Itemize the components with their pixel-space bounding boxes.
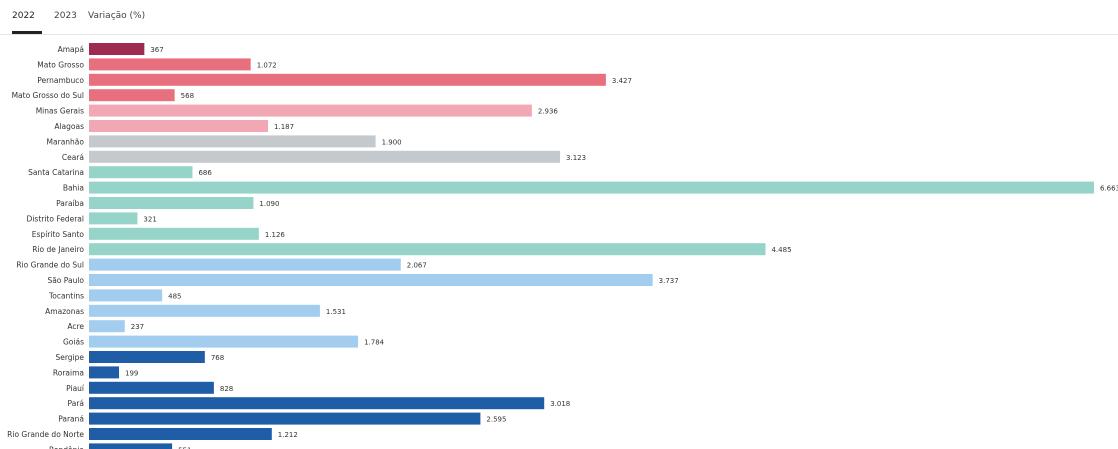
bar[interactable] [89, 258, 401, 271]
category-label: Minas Gerais [36, 107, 84, 116]
bar[interactable] [89, 197, 254, 209]
value-label: 3.737 [659, 277, 679, 285]
category-label: Rio de Janeiro [32, 245, 84, 254]
category-label: Rio Grande do Sul [16, 261, 84, 270]
category-label: Pernambuco [37, 76, 84, 85]
value-label: 1.126 [265, 231, 286, 239]
bar[interactable] [89, 428, 272, 440]
bars-group: Amapá 367 Mato Grosso 1.072 Pernambuco 3.427 M… [7, 43, 1118, 449]
bar[interactable] [89, 104, 532, 117]
category-label: Bahia [63, 184, 84, 193]
category-label: Paraná [58, 415, 84, 424]
bar[interactable] [89, 135, 376, 148]
bar[interactable] [89, 320, 125, 333]
bar[interactable] [89, 227, 259, 240]
category-label: Mato Grosso do Sul [12, 91, 84, 100]
bar[interactable] [89, 443, 173, 449]
category-label: Mato Grosso [37, 60, 84, 69]
category-label: Roraima [53, 368, 84, 377]
value-label: 828 [220, 385, 233, 393]
value-label: 237 [131, 323, 144, 331]
value-label: 199 [125, 369, 138, 377]
bar[interactable] [89, 335, 359, 348]
value-label: 568 [181, 92, 194, 100]
tab-2023[interactable]: 2023 [54, 11, 77, 21]
value-label: 3.427 [612, 77, 632, 85]
value-label: 1.531 [326, 308, 346, 316]
value-label: 3.018 [550, 400, 570, 408]
value-label: 2.936 [538, 108, 559, 116]
bar[interactable] [89, 166, 193, 179]
value-label: 551 [178, 446, 191, 449]
value-label: 1.900 [382, 138, 402, 146]
value-label: 3.123 [566, 154, 586, 162]
tab-bar: 2022 2023 Variação (%) [0, 0, 1118, 35]
bar[interactable] [89, 381, 214, 394]
category-label: Amazonas [45, 307, 84, 316]
bar[interactable] [89, 304, 320, 317]
value-label: 1.187 [274, 123, 294, 131]
category-label: Rio Grande do Norte [7, 430, 84, 439]
bar[interactable] [89, 73, 606, 86]
bar[interactable] [89, 58, 251, 71]
bar[interactable] [89, 243, 766, 256]
category-label: Amapá [58, 45, 84, 54]
bar[interactable] [89, 397, 545, 410]
category-label: Espírito Santo [32, 230, 85, 239]
value-label: 485 [168, 292, 181, 300]
bar[interactable] [89, 366, 120, 379]
bar[interactable] [89, 181, 1094, 194]
bar[interactable] [89, 150, 561, 163]
value-label: 686 [198, 169, 212, 177]
value-label: 1.090 [259, 200, 279, 208]
category-label: Tocantins [48, 291, 84, 300]
active-tab-indicator [12, 31, 42, 34]
value-label: 2.595 [486, 416, 506, 424]
category-label: Ceará [62, 153, 84, 162]
bar[interactable] [89, 351, 205, 363]
value-label: 4.485 [771, 246, 791, 254]
category-label: Distrito Federal [27, 214, 84, 223]
category-label: Santa Catarina [28, 168, 84, 177]
value-label: 768 [211, 354, 224, 362]
value-label: 2.067 [407, 262, 427, 270]
category-label: Paraíba [56, 199, 84, 208]
bar[interactable] [89, 212, 138, 225]
bar[interactable] [89, 89, 175, 102]
value-label: 1.784 [364, 339, 385, 347]
category-label: Piauí [66, 384, 85, 393]
value-label: 367 [150, 46, 163, 54]
value-label: 1.212 [278, 431, 298, 439]
category-label: Pará [68, 399, 84, 408]
bar[interactable] [89, 43, 145, 55]
bar[interactable] [89, 289, 163, 302]
category-label: Sergipe [55, 353, 84, 362]
category-label: Alagoas [54, 122, 84, 131]
value-label: 1.072 [257, 61, 277, 69]
category-label: Acre [67, 322, 84, 331]
bar[interactable] [89, 120, 269, 132]
category-label: Rondônia [49, 445, 84, 449]
category-label: Maranhão [47, 137, 85, 146]
category-label: Goiás [63, 338, 84, 347]
bar[interactable] [89, 412, 481, 425]
bar[interactable] [89, 274, 653, 286]
tab-variacao[interactable]: Variação (%) [88, 11, 146, 21]
category-label: São Paulo [47, 276, 84, 285]
value-label: 6.663 [1100, 185, 1118, 193]
value-label: 321 [143, 215, 156, 223]
tab-2022[interactable]: 2022 [12, 11, 35, 21]
